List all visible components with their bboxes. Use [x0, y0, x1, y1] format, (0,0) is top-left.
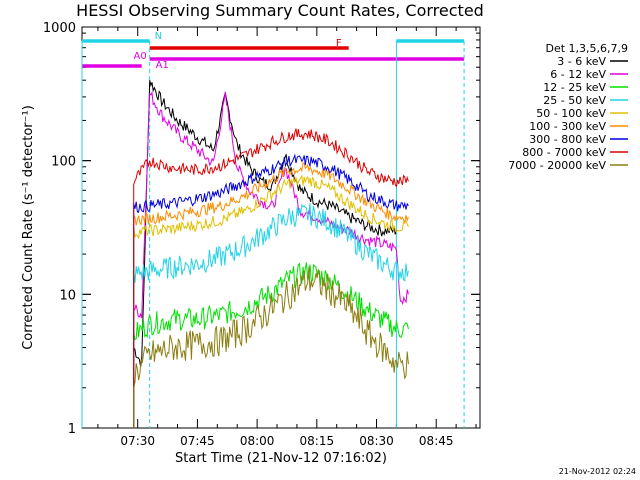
legend-label: 100 - 300 keV [529, 120, 606, 133]
x-tick-label: 08:45 [419, 434, 454, 448]
x-tick-label: 08:30 [359, 434, 394, 448]
series-line [133, 203, 409, 428]
chart-title: HESSI Observing Summary Count Rates, Cor… [76, 1, 484, 20]
legend-label: 300 - 800 keV [529, 133, 606, 146]
y-tick-label: 10 [59, 288, 76, 303]
footer-date: 21-Nov-2012 02:24 [559, 467, 636, 476]
series-line [133, 91, 409, 428]
legend-label: 6 - 12 keV [550, 68, 606, 81]
x-tick-label: 08:00 [240, 434, 275, 448]
series-line [133, 174, 409, 428]
legend-label: 25 - 50 keV [543, 94, 606, 107]
x-axis-label: Start Time (21-Nov-12 07:16:02) [175, 451, 387, 466]
series-line [133, 266, 409, 428]
y-axis-label: Corrected Count Rate (s⁻¹ detector⁻¹) [21, 105, 36, 350]
legend-label: 7000 - 20000 keV [508, 159, 606, 172]
flag-label: A1 [156, 60, 169, 71]
legend-label: 800 - 7000 keV [522, 146, 606, 159]
legend-label: 12 - 25 keV [543, 81, 606, 94]
y-tick-label: 1 [68, 422, 76, 437]
legend-title: Det 1,3,5,6,7,9 [545, 42, 628, 55]
flag-label: F [336, 38, 342, 49]
series-line [133, 153, 409, 428]
plot-frame [81, 26, 481, 429]
series-line [133, 80, 397, 428]
flag-label: A0 [133, 51, 146, 62]
series-line [133, 262, 409, 428]
x-tick-label: 08:15 [300, 434, 335, 448]
x-tick-label: 07:45 [180, 434, 215, 448]
series-line [133, 162, 409, 428]
y-tick-label: 100 [51, 155, 76, 170]
legend-label: 50 - 100 keV [536, 107, 606, 120]
flag-label: N [155, 31, 162, 42]
series-line [133, 128, 409, 428]
x-tick-label: 07:30 [120, 434, 155, 448]
y-tick-label: 1000 [43, 21, 76, 36]
legend-label: 3 - 6 keV [557, 55, 606, 68]
